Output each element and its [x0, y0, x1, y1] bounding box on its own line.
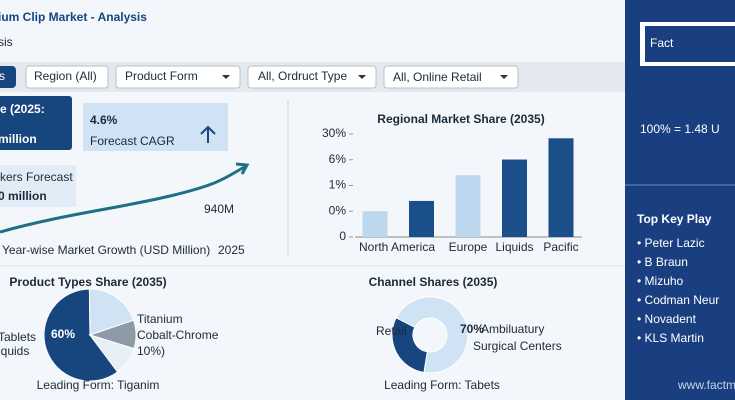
total: 100% = 1.48 U — [640, 122, 720, 136]
slice-label: Surgical Centers — [473, 339, 562, 353]
card — [0, 165, 76, 207]
slice-label: 10%) — [137, 344, 165, 358]
side-panel — [625, 0, 735, 400]
filter-button[interactable] — [25, 65, 109, 89]
growth-arrow — [235, 162, 250, 175]
filter-label: s — [0, 69, 5, 83]
y-tick-label: 6% — [329, 152, 347, 166]
slice-label: Tablets — [0, 330, 36, 344]
y-tick-label: 0 — [339, 229, 346, 243]
bar — [455, 175, 481, 237]
player: • Mizuho — [637, 274, 684, 288]
filter-label: All, Ordruct Type — [258, 69, 347, 83]
chart-footer: Leading Form: Tiganim — [37, 378, 160, 392]
y-tick-label: 30% — [322, 126, 346, 140]
bar — [409, 200, 434, 237]
x-tick-label: Liquids — [495, 240, 533, 254]
value-label: 70% — [460, 322, 484, 336]
player: • B Braun — [637, 255, 688, 269]
card-value: million — [0, 132, 37, 146]
chart-title: Product Types Share (2035) — [9, 275, 166, 289]
filter-label: All, Online Retail — [393, 70, 482, 84]
player: • Novadent — [637, 312, 697, 326]
slice — [395, 296, 469, 374]
filter-dropdown[interactable] — [115, 65, 241, 89]
subtitle: sis — [0, 35, 13, 49]
x-tick-label: Europe — [449, 240, 488, 254]
card-label: Forecast CAGR — [90, 134, 175, 148]
slice-label: iquids — [0, 344, 29, 358]
panel-heading: Top Key Play — [637, 212, 712, 226]
player: • Codman Neur — [637, 293, 719, 307]
logo-inner — [645, 26, 735, 62]
logo: Fact — [650, 36, 674, 50]
bar — [502, 159, 527, 237]
caret — [500, 75, 508, 79]
year-label: 2025 — [218, 243, 245, 257]
player: • KLS Martin — [637, 331, 704, 345]
bar — [548, 138, 574, 237]
x-tick-label: Pacific — [543, 240, 578, 254]
chart-title: Year-wise Market Growth (USD Million) — [2, 243, 210, 257]
x-tick-label: North America — [359, 240, 435, 254]
card — [0, 96, 72, 150]
chart-title: Channel Shares (2035) — [369, 275, 498, 289]
card-value: 0 million — [0, 189, 47, 203]
slice-label: Ambiluatury — [481, 322, 544, 336]
slice-label: Retail — [376, 324, 407, 338]
growth-line — [0, 164, 247, 234]
title: ium Clip Market - Analysis — [0, 10, 147, 24]
slice — [88, 334, 135, 373]
slice-label: Cobalt-Chrome — [137, 328, 219, 342]
card — [83, 103, 228, 151]
caret — [358, 75, 366, 79]
card-value: 4.6% — [90, 113, 118, 127]
player-list: • Peter Lazic • B Braun • Mizuho • Codman N… — [637, 236, 719, 345]
filters: s Region (All) Product Form All, Ordruct… — [0, 65, 519, 89]
slice-label: Titanium — [137, 312, 183, 326]
chart-footer: Leading Form: Tabets — [384, 378, 500, 392]
player: • Peter Lazic — [637, 236, 705, 250]
value-label: 60% — [51, 327, 75, 341]
filter-dropdown[interactable] — [383, 65, 519, 89]
filter-label: Region (All) — [34, 69, 97, 83]
y-tick-label: 1% — [329, 178, 347, 192]
annotation: 940M — [204, 202, 234, 216]
filter-label: Product Form — [125, 69, 198, 83]
card-label: e (2025: — [0, 102, 45, 116]
filter-dropdown[interactable] — [247, 65, 377, 89]
bar — [362, 211, 388, 237]
y-tick-label: 0% — [329, 203, 347, 217]
footer-url: www.factm — [677, 378, 735, 392]
filter-button[interactable] — [0, 66, 16, 88]
up-arrow — [200, 125, 216, 143]
caret — [222, 75, 230, 79]
slice — [43, 288, 119, 382]
chart-title: Regional Market Share (2035) — [377, 112, 544, 126]
card-label: kers Forecast — [0, 170, 73, 184]
